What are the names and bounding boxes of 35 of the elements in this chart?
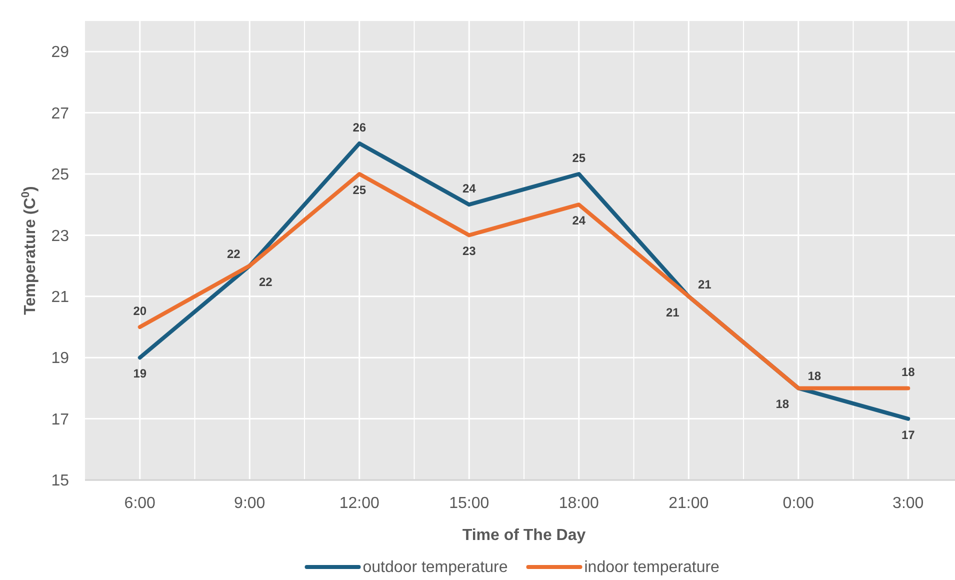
data-label: 18 bbox=[901, 365, 916, 380]
data-label: 21 bbox=[666, 305, 680, 320]
x-tick-label: 18:00 bbox=[558, 495, 599, 512]
data-label: 22 bbox=[258, 274, 273, 289]
data-label: 24 bbox=[572, 214, 586, 228]
x-tick-label: 9:00 bbox=[234, 495, 266, 512]
data-label: 18 bbox=[808, 369, 822, 384]
y-tick-label: 21 bbox=[51, 289, 70, 306]
data-label: 26 bbox=[352, 120, 366, 134]
data-label: 25 bbox=[352, 183, 366, 197]
data-label: 21 bbox=[698, 277, 712, 292]
data-label: 22 bbox=[226, 246, 241, 261]
data-label: 23 bbox=[462, 244, 476, 258]
data-label: 18 bbox=[776, 397, 790, 412]
x-tick-label: 3:00 bbox=[892, 495, 924, 512]
x-tick-label: 21:00 bbox=[668, 495, 709, 512]
x-tick-label: 0:00 bbox=[782, 495, 814, 512]
data-label: 25 bbox=[572, 151, 586, 165]
x-tick-label: 15:00 bbox=[449, 495, 490, 512]
y-tick-label: 19 bbox=[51, 350, 70, 368]
x-tick-label: 12:00 bbox=[339, 495, 380, 512]
data-label: 17 bbox=[901, 428, 916, 442]
x-tick-label: 6:00 bbox=[124, 495, 156, 512]
legend-label: outdoor temperature bbox=[362, 559, 508, 576]
y-tick-label: 27 bbox=[51, 105, 70, 122]
y-tick-label: 25 bbox=[51, 166, 70, 184]
y-tick-label: 15 bbox=[51, 472, 70, 490]
data-label: 19 bbox=[133, 366, 147, 381]
y-tick-label: 17 bbox=[51, 411, 70, 428]
y-tick-label: 23 bbox=[51, 228, 70, 245]
x-axis-title: Time of The Day bbox=[462, 527, 586, 544]
data-label: 20 bbox=[133, 304, 147, 318]
legend-label: indoor temperature bbox=[584, 559, 720, 576]
data-label: 24 bbox=[462, 182, 476, 196]
y-tick-label: 29 bbox=[51, 44, 70, 62]
